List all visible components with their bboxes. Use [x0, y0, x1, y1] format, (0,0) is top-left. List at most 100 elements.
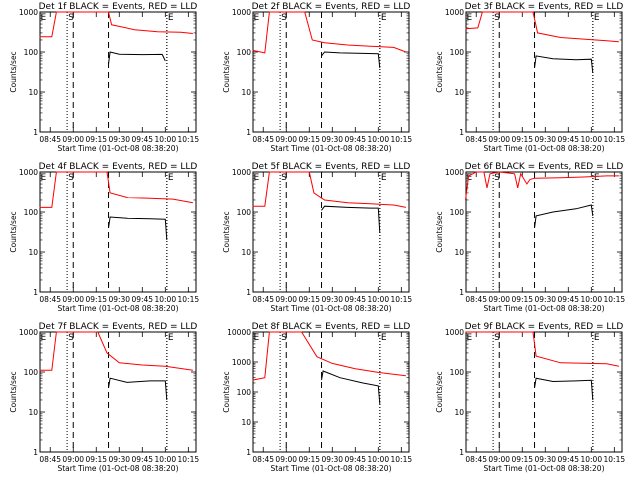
marker-label: E [466, 333, 472, 343]
plot-frame [39, 331, 197, 453]
x-tick-label: 09:00 [488, 455, 510, 464]
chart-panel-1: Det 1f BLACK = Events, RED = LLD 1 10 100 10… [9, 2, 199, 153]
x-tick-label: 09:30 [108, 295, 130, 304]
x-tick-label: 10:15 [178, 455, 200, 464]
x-tick-label: 08:45 [252, 135, 274, 144]
series-black-line [108, 216, 168, 241]
x-tick-label: 09:00 [62, 135, 84, 144]
x-tick-label: 10:15 [391, 295, 413, 304]
series-red-line [465, 11, 619, 43]
y-tick-label: 100 [237, 208, 252, 217]
x-tick-label: 09:15 [298, 295, 320, 304]
x-tick-label: 08:45 [465, 295, 487, 304]
marker-label: S [68, 333, 74, 343]
x-tick-label: 10:15 [604, 295, 626, 304]
reference-label: E [168, 173, 174, 183]
x-tick-label: 10:15 [178, 295, 200, 304]
series-red-line [252, 171, 406, 208]
x-tick-label: 09:00 [62, 295, 84, 304]
series-black-line [321, 205, 381, 233]
series-black-line [321, 51, 381, 68]
x-tick-label: 10:00 [367, 455, 389, 464]
series-red-line [39, 171, 193, 208]
marker-label: S [68, 173, 74, 183]
x-tick-label: 09:00 [62, 455, 84, 464]
x-tick-label: 09:30 [108, 455, 130, 464]
plot-frame [252, 11, 410, 133]
chart-title: Det 5f BLACK = Events, RED = LLD [252, 162, 411, 172]
chart-title: Det 3f BLACK = Events, RED = LLD [465, 2, 624, 12]
series-black-line [321, 370, 381, 404]
series-red-line [252, 11, 407, 54]
x-tick-label: 09:30 [321, 295, 343, 304]
y-tick-label: 100 [24, 48, 39, 57]
reference-label: E [168, 333, 174, 343]
marker-label: S [281, 173, 287, 183]
x-tick-label: 10:00 [367, 295, 389, 304]
plot-frame [465, 11, 623, 133]
reference-label: E [594, 13, 600, 23]
x-tick-label: 08:45 [252, 455, 274, 464]
x-tick-label: 10:15 [604, 135, 626, 144]
marker-label: S [494, 173, 500, 183]
chart-panel-2: Det 2f BLACK = Events, RED = LLD 1 10 100 10… [222, 2, 412, 153]
x-tick-label: 08:45 [465, 135, 487, 144]
x-tick-label: 10:00 [367, 135, 389, 144]
x-tick-label: 09:45 [131, 455, 153, 464]
y-tick-label: 100 [24, 368, 39, 377]
x-tick-label: 10:00 [580, 135, 602, 144]
y-tick-label: 1000 [445, 328, 464, 337]
x-tick-label: 09:00 [275, 455, 297, 464]
series-red-line [39, 331, 193, 371]
plot-frame [39, 171, 197, 293]
chart-panel-5: Det 5f BLACK = Events, RED = LLD 1 10 100 10… [222, 162, 412, 313]
x-tick-label: 09:00 [488, 295, 510, 304]
x-tick-label: 10:15 [391, 455, 413, 464]
series-black-line [108, 377, 168, 401]
x-tick-label: 09:15 [298, 135, 320, 144]
chart-panel-4: Det 4f BLACK = Events, RED = LLD 1 10 100 10… [9, 162, 199, 313]
x-axis-label: Start Time (01-Oct-08 08:38:20) [483, 464, 604, 473]
chart-title: Det 6f BLACK = Events, RED = LLD [465, 162, 624, 172]
y-tick-label: 100 [450, 368, 465, 377]
series-red-line [39, 11, 193, 38]
chart-panel-3: Det 3f BLACK = Events, RED = LLD 1 10 100 10… [435, 2, 625, 153]
x-tick-label: 10:15 [391, 135, 413, 144]
reference-label: E [381, 173, 387, 183]
y-axis-label: Counts/sec [222, 51, 231, 92]
x-tick-label: 09:15 [511, 455, 533, 464]
y-tick-label: 100 [237, 388, 252, 397]
series-black-line [534, 204, 594, 228]
x-tick-label: 09:30 [321, 135, 343, 144]
reference-label: E [168, 13, 174, 23]
y-tick-label: 1000 [445, 168, 464, 177]
x-tick-label: 08:45 [39, 295, 61, 304]
y-axis-label: Counts/sec [435, 51, 444, 92]
y-tick-label: 1000 [19, 328, 38, 337]
chart-panel-9: Det 9f BLACK = Events, RED = LLD 1 10 100 10… [435, 322, 625, 473]
y-tick-label: 100 [450, 208, 465, 217]
x-tick-label: 09:30 [108, 135, 130, 144]
y-axis-label: Counts/sec [222, 211, 231, 252]
marker-label: S [68, 13, 74, 23]
marker-label: S [494, 333, 500, 343]
y-tick-label: 1000 [232, 8, 251, 17]
marker-label: E [253, 13, 259, 23]
marker-label: E [466, 13, 472, 23]
y-tick-label: 100 [450, 48, 465, 57]
x-tick-label: 09:30 [534, 295, 556, 304]
y-tick-label: 100 [237, 48, 252, 57]
y-tick-label: 10 [454, 248, 464, 257]
x-tick-label: 10:00 [580, 295, 602, 304]
x-axis-label: Start Time (01-Oct-08 08:38:20) [57, 144, 178, 153]
reference-label: E [594, 173, 600, 183]
x-tick-label: 09:45 [344, 135, 366, 144]
x-axis-label: Start Time (01-Oct-08 08:38:20) [270, 304, 391, 313]
y-tick-label: 1 [459, 128, 464, 137]
y-tick-label: 1 [33, 128, 38, 137]
marker-label: E [40, 333, 46, 343]
x-tick-label: 10:00 [580, 455, 602, 464]
plot-frame [465, 171, 623, 293]
y-tick-label: 10 [28, 408, 38, 417]
y-axis-label: Counts/sec [222, 371, 231, 412]
